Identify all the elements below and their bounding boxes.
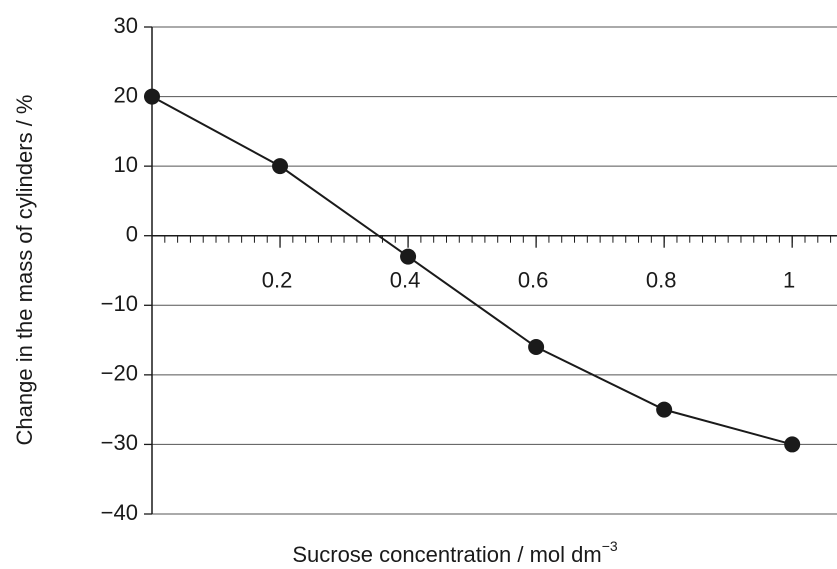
y-tick-label: −40 [101,500,138,525]
x-axis-label-sup: −3 [602,538,618,554]
x-tick-label: 0.4 [390,268,421,293]
data-point [656,401,673,418]
x-tick-label: 0.8 [646,268,677,293]
y-tick-label: 0 [126,222,138,247]
data-point [272,158,289,175]
x-tick-label: 0.2 [262,268,293,293]
data-point [144,88,160,105]
data-point [400,248,417,265]
y-tick-label: 10 [114,152,138,177]
y-tick-label: −10 [101,291,138,316]
data-point [528,339,545,356]
y-axis-label: Change in the mass of cylinders / % [12,95,37,446]
y-tick-label: 20 [114,82,138,107]
y-tick-label: −30 [101,430,138,455]
x-tick-label: 0.6 [518,268,549,293]
y-tick-label: −20 [101,361,138,386]
x-axis-label-text: Sucrose concentration / mol dm [292,542,601,567]
data-point [784,436,801,453]
y-tick-label: 30 [114,13,138,38]
x-tick-label: 1 [783,268,795,293]
x-axis-label: Sucrose concentration / mol dm−3 [292,538,618,567]
series-line [151,95,793,446]
